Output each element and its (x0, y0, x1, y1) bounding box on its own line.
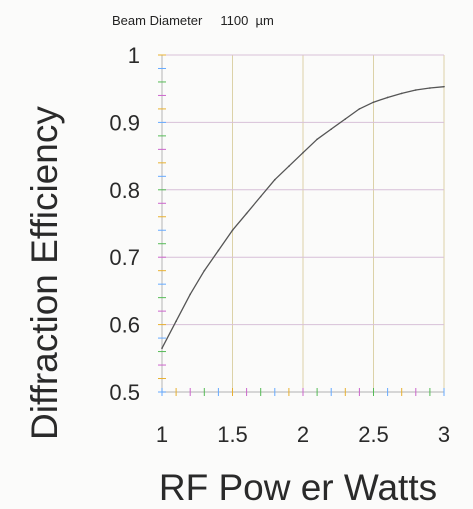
data-point (274, 178, 276, 181)
data-point (259, 195, 262, 198)
data-point (344, 118, 347, 120)
y-tick-label: 0.5 (109, 380, 140, 405)
data-point (161, 347, 163, 349)
data-point (203, 269, 206, 272)
y-tick-label: 0.9 (109, 110, 140, 135)
data-point (415, 89, 417, 91)
x-tick-label: 2.5 (358, 422, 389, 447)
tick-labels: 1 1.5 2 2.5 3 0.5 0.6 0.7 0.8 0.9 1 (109, 43, 450, 447)
x-axis-label: RF Pow er Watts (159, 467, 437, 508)
y-tick-label: 0.8 (109, 178, 140, 203)
data-point (358, 108, 361, 110)
x-tick-label: 2 (297, 422, 309, 447)
plot-area (161, 85, 445, 349)
y-axis-label: Diffraction Efficiency (24, 106, 65, 440)
y-tick-label: 0.7 (109, 245, 140, 270)
y-tick-label: 1 (128, 43, 140, 68)
axes (158, 54, 445, 396)
data-point (330, 128, 333, 130)
data-point (429, 87, 431, 89)
data-point (443, 85, 445, 88)
grid (162, 54, 445, 392)
data-point (400, 92, 403, 95)
x-tick-label: 1 (156, 422, 168, 447)
data-point (245, 212, 248, 215)
data-point (288, 165, 290, 168)
y-tick-label: 0.6 (109, 313, 140, 338)
data-point (372, 101, 375, 103)
data-point (231, 229, 234, 232)
data-point (189, 293, 191, 296)
data-point (386, 96, 389, 99)
data-point (175, 320, 177, 323)
x-tick-label: 3 (438, 422, 450, 447)
data-point (217, 249, 220, 252)
data-point (302, 151, 304, 154)
x-tick-label: 1.5 (217, 422, 248, 447)
chart-subtitle: Beam Diameter 1100 µm (112, 13, 274, 28)
data-point (316, 138, 318, 141)
